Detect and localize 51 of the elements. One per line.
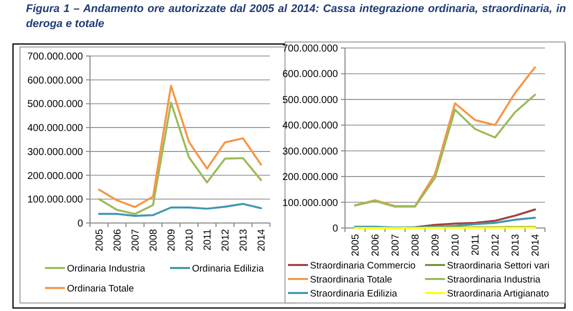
- y-tick-label: 0: [77, 218, 84, 230]
- y-tick-label: 0: [332, 224, 338, 234]
- x-tick-label: 2014: [256, 228, 268, 252]
- legend-label: Ordinaria Industria: [67, 263, 146, 274]
- x-tick-label: 2008: [410, 234, 422, 256]
- y-tick-label: 600.000.000: [27, 75, 84, 86]
- line-series: [354, 94, 536, 208]
- legend-label: Straordinaria Settori vari: [447, 260, 550, 272]
- x-tick-label: 2007: [130, 228, 142, 252]
- legend-label: Straordinaria Totale: [310, 274, 392, 286]
- x-tick-label: 2006: [370, 234, 382, 256]
- x-tick-label: 2011: [202, 228, 214, 251]
- y-tick-label: 100.000.000: [282, 198, 338, 209]
- legend-label: Straordinaria Industria: [447, 274, 542, 286]
- x-tick-label: 2014: [530, 234, 542, 256]
- x-tick-label: 2011: [470, 234, 482, 256]
- y-tick-label: 600.000.000: [282, 69, 338, 80]
- y-tick-label: 500.000.000: [27, 99, 84, 110]
- legend-label: Ordinaria Totale: [67, 283, 134, 294]
- y-tick-label: 200.000.000: [27, 170, 84, 182]
- x-tick-label: 2009: [166, 228, 178, 252]
- legend-label: Straordinaria Artigianato: [447, 288, 549, 300]
- y-tick-label: 700.000.000: [282, 44, 338, 54]
- line-series: [98, 102, 262, 215]
- x-tick-label: 2007: [390, 234, 402, 256]
- y-tick-label: 100.000.000: [27, 194, 84, 206]
- x-tick-label: 2013: [510, 234, 522, 256]
- y-tick-label: 400.000.000: [282, 120, 338, 132]
- line-series: [354, 216, 536, 228]
- x-tick-label: 2006: [112, 228, 124, 252]
- y-tick-label: 200.000.000: [282, 172, 338, 184]
- y-tick-label: 500.000.000: [282, 94, 338, 106]
- x-tick-label: 2012: [220, 228, 232, 252]
- x-tick-label: 2009: [430, 234, 442, 256]
- x-tick-label: 2010: [450, 234, 462, 256]
- x-tick-label: 2005: [94, 228, 106, 252]
- legend-label: Ordinaria Edilizia: [192, 263, 265, 274]
- x-tick-label: 2012: [490, 234, 502, 256]
- line-series: [98, 84, 262, 208]
- line-series: [98, 202, 262, 217]
- legend-label: Straordinaria Edilizia: [310, 288, 398, 300]
- x-tick-label: 2008: [148, 228, 160, 252]
- text: Figura 1 – Andamento ore autorizzate dal 2005 al 2014: Cassa integrazione ordinaria, straordinaria, in deroga e totale: [26, 2, 566, 32]
- y-tick-label: 300.000.000: [282, 146, 338, 158]
- y-tick-label: 700.000.000: [27, 52, 84, 62]
- y-tick-label: 400.000.000: [27, 123, 84, 134]
- x-tick-label: 2005: [350, 234, 362, 256]
- x-tick-label: 2013: [238, 228, 250, 252]
- x-tick-label: 2010: [184, 228, 196, 252]
- y-tick-label: 300.000.000: [27, 146, 84, 158]
- legend-label: Straordinaria Commercio: [310, 260, 416, 272]
